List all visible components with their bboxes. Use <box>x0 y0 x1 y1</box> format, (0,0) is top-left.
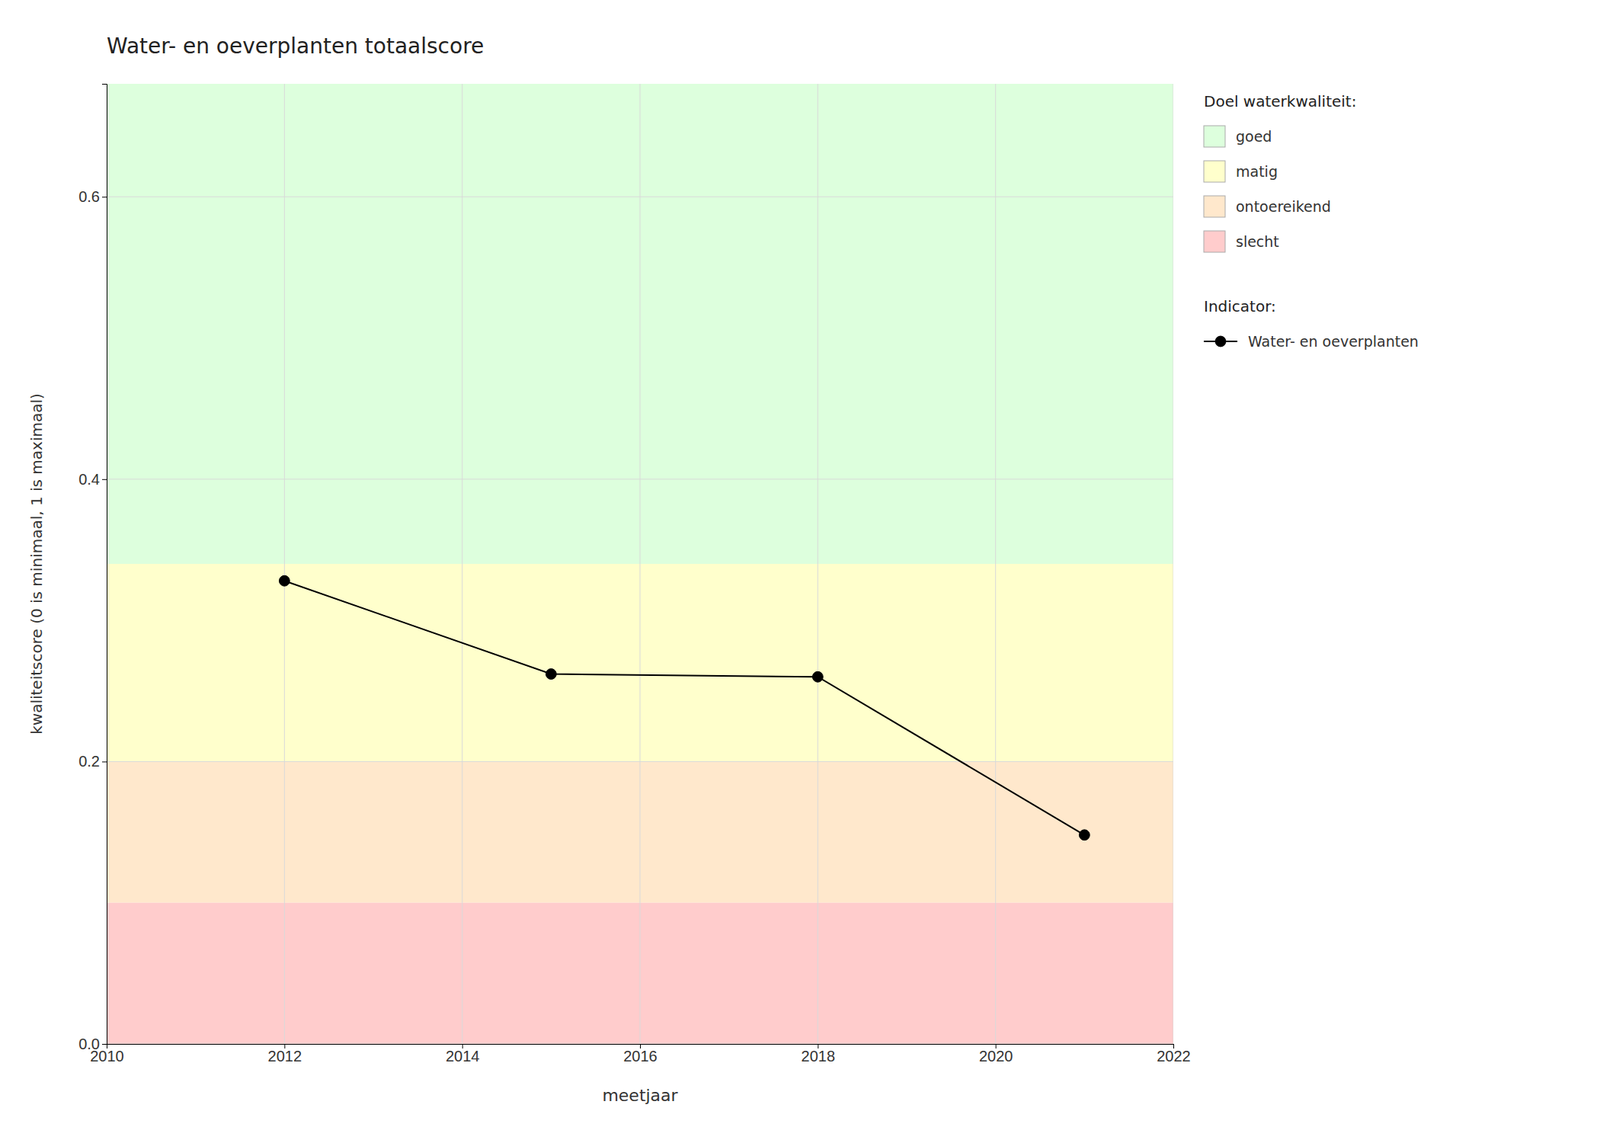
y-tick-mark <box>102 479 107 480</box>
grid-line <box>106 1043 1174 1045</box>
grid-line <box>817 83 819 1044</box>
x-axis: 2010201220142016201820202022 <box>89 1043 1191 1065</box>
legend-entry: goed <box>1235 128 1272 145</box>
legend-swatch <box>1203 125 1226 148</box>
plot: 20102012201420162018202020220.00.20.40.6 <box>78 83 1191 1065</box>
grid-line <box>1173 83 1175 1044</box>
series-line <box>284 580 1085 836</box>
y-tick-label: 0.4 <box>78 470 100 488</box>
legend-entry: slecht <box>1235 233 1280 250</box>
point <box>278 575 290 586</box>
grid-line <box>106 196 1174 198</box>
y-axis: 0.0 0.2 0.4 0.6 <box>78 84 107 1053</box>
legend-entry: Water- en oeverplanten <box>1248 332 1419 350</box>
y-axis-line <box>102 84 108 1045</box>
y-tick-label: 0.2 <box>78 752 100 770</box>
x-tick: 2014 <box>445 1043 480 1065</box>
grid-line <box>284 83 285 1044</box>
grid-line <box>995 83 996 1044</box>
x-tick-label: 2014 <box>445 1047 480 1065</box>
legend-marker <box>1215 336 1226 347</box>
point <box>545 668 557 680</box>
y-tick-mark <box>102 196 107 198</box>
x-tick-label: 2016 <box>623 1047 658 1065</box>
legend-title: Doel waterkwaliteit: <box>1203 92 1357 111</box>
x-tick: 2020 <box>979 1043 1014 1065</box>
legend-title: Indicator: <box>1203 297 1277 316</box>
y-axis-title: kwaliteitscore (0 is minimaal, 1 is maxi… <box>27 393 46 735</box>
x-tick: 2018 <box>801 1043 836 1065</box>
point <box>812 671 823 682</box>
y-tick: 0.4 <box>78 470 107 488</box>
title: Water- en oeverplanten totaalscore <box>106 33 484 59</box>
markers <box>278 575 1090 840</box>
x-tick-label: 2020 <box>979 1047 1014 1065</box>
legend-entry: matig <box>1235 163 1278 180</box>
x-tick: 2022 <box>1156 1043 1191 1065</box>
grid <box>106 83 1174 1044</box>
y-tick-label: 0.0 <box>78 1035 100 1053</box>
chart: 20102012201420162018202020220.00.20.40.6… <box>0 0 1600 1143</box>
legend-entry: ontoereikend <box>1235 198 1332 215</box>
grid-line <box>461 83 463 1044</box>
plot-area <box>106 83 1174 1044</box>
y-tick: 0.0 <box>78 1035 107 1053</box>
legend-swatch <box>1203 230 1226 253</box>
y-tick-mark <box>102 1043 107 1045</box>
x-tick: 2016 <box>623 1043 658 1065</box>
y-tick: 0.2 <box>78 752 107 770</box>
x-tick-label: 2012 <box>268 1047 303 1065</box>
x-tick-label: 2022 <box>1156 1047 1191 1065</box>
grid-line <box>106 761 1174 762</box>
x-axis-title: meetjaar <box>601 1085 679 1105</box>
grid-line <box>106 478 1174 480</box>
y-tick-label: 0.6 <box>78 188 100 205</box>
x-tick-label: 2018 <box>801 1047 836 1065</box>
legend: Doel waterkwaliteit: goed matig ontoereiken… <box>1203 92 1419 350</box>
point <box>1078 829 1090 841</box>
x-tick: 2012 <box>268 1043 303 1065</box>
y-tick: 0.6 <box>78 188 107 205</box>
grid-line <box>640 83 641 1044</box>
legend-swatch <box>1203 160 1226 183</box>
legend-swatch <box>1203 195 1226 218</box>
y-tick-mark <box>102 761 107 762</box>
